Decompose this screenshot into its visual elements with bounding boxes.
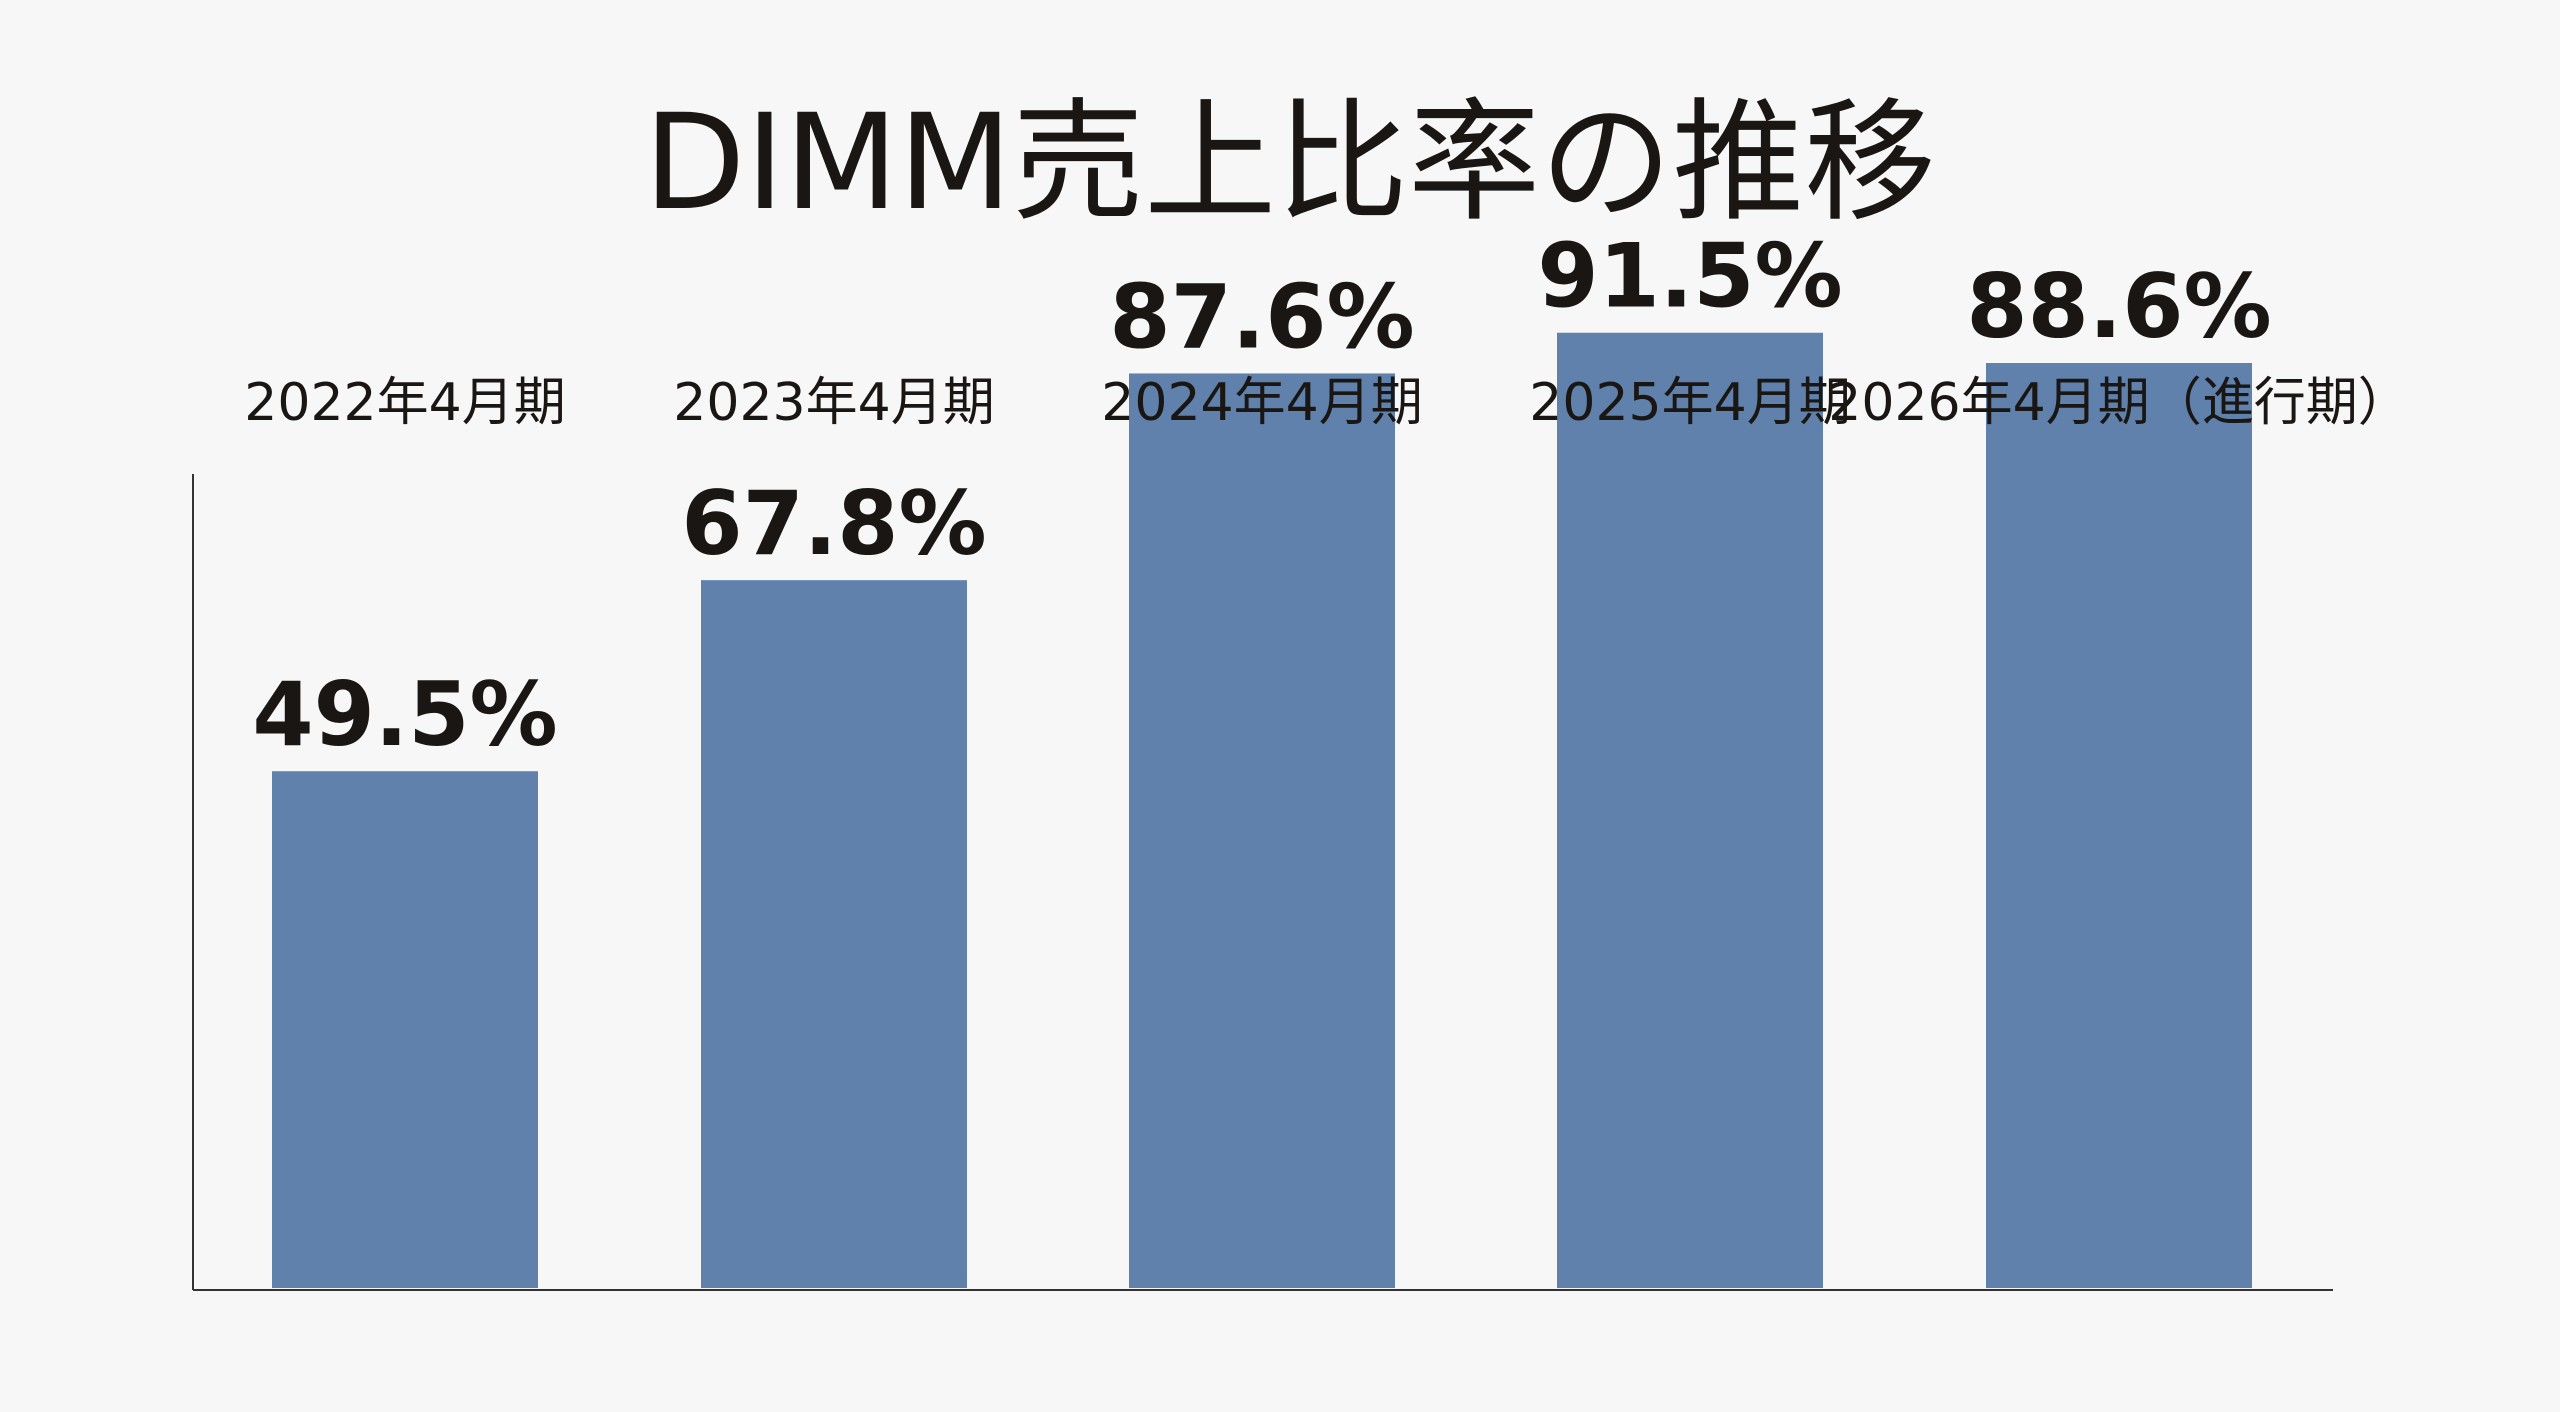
category-label-1: 2022年4月期 bbox=[244, 373, 565, 433]
category-label-2: 2023年4月期 bbox=[673, 373, 994, 433]
value-label-1: 49.5% bbox=[252, 663, 557, 766]
category-label-3: 2024年4月期 bbox=[1101, 373, 1422, 433]
value-label-2: 67.8% bbox=[681, 472, 986, 575]
bars-layer: 49.5% 2022年4月期 67.8% 2023年4月期 87.6%2024年4月期 9… bbox=[244, 225, 2410, 1288]
chart-title: DIMM売上比率の推移 bbox=[644, 86, 1936, 240]
bar-1 bbox=[272, 771, 538, 1288]
value-label-5: 88.6% bbox=[1966, 255, 2271, 358]
category-label-4: 2025年4月期 bbox=[1529, 373, 1850, 433]
bar-2 bbox=[701, 580, 967, 1288]
category-label-5: 2026年4月期（進行期） bbox=[1828, 373, 2409, 433]
value-label-4: 91.5% bbox=[1537, 225, 1842, 328]
bar-4 bbox=[1557, 332, 1823, 1288]
bar-3 bbox=[1129, 373, 1395, 1288]
value-label-3: 87.6% bbox=[1109, 265, 1414, 368]
bar-5 bbox=[1986, 363, 2252, 1288]
